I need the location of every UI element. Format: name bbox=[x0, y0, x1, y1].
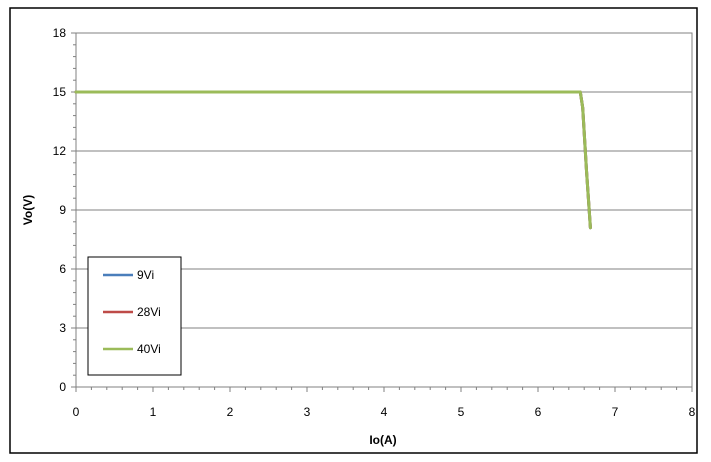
y-tick-label: 9 bbox=[59, 203, 66, 217]
legend-label-28vi: 28Vi bbox=[137, 305, 161, 319]
series-lines bbox=[74, 90, 592, 230]
legend-label-40vi: 40Vi bbox=[137, 342, 161, 356]
y-axis-title: Vo(V) bbox=[21, 195, 35, 225]
y-tick-label: 0 bbox=[59, 380, 66, 394]
y-tick-label: 6 bbox=[59, 262, 66, 276]
y-tick-label: 3 bbox=[59, 321, 66, 335]
chart-frame bbox=[9, 7, 698, 454]
legend-label-9vi: 9Vi bbox=[137, 268, 154, 282]
x-tick-label: 5 bbox=[458, 405, 465, 419]
x-tick-label: 8 bbox=[689, 405, 696, 419]
x-tick-label: 1 bbox=[150, 405, 157, 419]
series-line-40vi bbox=[74, 90, 592, 230]
legend: 9Vi 28Vi 40Vi bbox=[87, 256, 182, 376]
x-tick-label: 6 bbox=[535, 405, 542, 419]
x-tick-label: 2 bbox=[227, 405, 234, 419]
x-tick-label: 0 bbox=[73, 405, 80, 419]
x-tick-label: 7 bbox=[612, 405, 619, 419]
x-tick-label: 4 bbox=[381, 405, 388, 419]
y-tick-label: 18 bbox=[53, 26, 67, 40]
x-axis-title: Io(A) bbox=[369, 433, 396, 447]
y-tick-label: 12 bbox=[53, 144, 67, 158]
x-tick-label: 3 bbox=[304, 405, 311, 419]
legend-box bbox=[87, 256, 182, 376]
y-tick-label: 15 bbox=[53, 85, 67, 99]
